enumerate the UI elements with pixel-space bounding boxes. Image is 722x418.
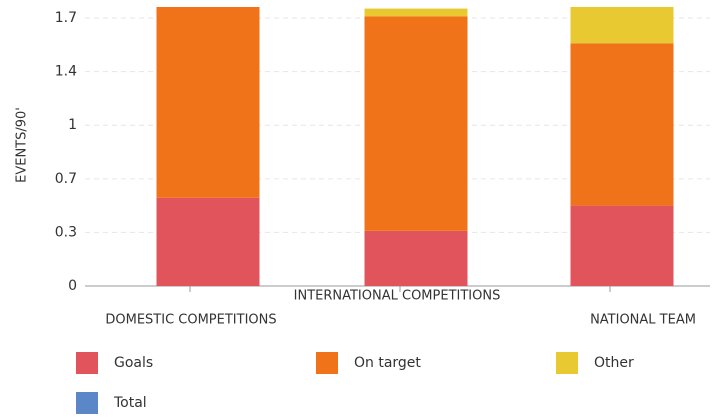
legend-swatch <box>556 352 578 374</box>
y-tick-label: 1 <box>68 117 77 133</box>
bar-segment <box>156 7 260 198</box>
legend-label: Goals <box>114 355 153 371</box>
legend-swatch <box>76 352 98 374</box>
bar-segment <box>364 8 468 17</box>
legend-swatch <box>316 352 338 374</box>
legend-label: Total <box>113 395 147 411</box>
bar-segment <box>364 16 468 231</box>
bar-segment <box>570 43 674 206</box>
y-tick-label: 0 <box>68 278 77 294</box>
legend-label: Other <box>594 355 634 371</box>
x-tick-label: DOMESTIC COMPETITIONS <box>105 313 276 328</box>
legend-label: On target <box>354 355 421 371</box>
y-tick-label: 1.7 <box>55 10 77 26</box>
y-tick-label: 1.4 <box>55 64 77 80</box>
bar-segment <box>570 205 674 286</box>
bar-segment <box>570 7 674 44</box>
y-axis-label: EVENTS/90' <box>15 107 30 183</box>
y-tick-label: 0.3 <box>55 224 77 240</box>
legend-swatch <box>76 392 98 414</box>
bar-segment <box>364 230 468 286</box>
x-tick-label: INTERNATIONAL COMPETITIONS <box>294 289 501 304</box>
bar-segment <box>156 197 260 286</box>
y-tick-label: 0.7 <box>55 171 77 187</box>
x-tick-label: NATIONAL TEAM <box>590 313 696 328</box>
